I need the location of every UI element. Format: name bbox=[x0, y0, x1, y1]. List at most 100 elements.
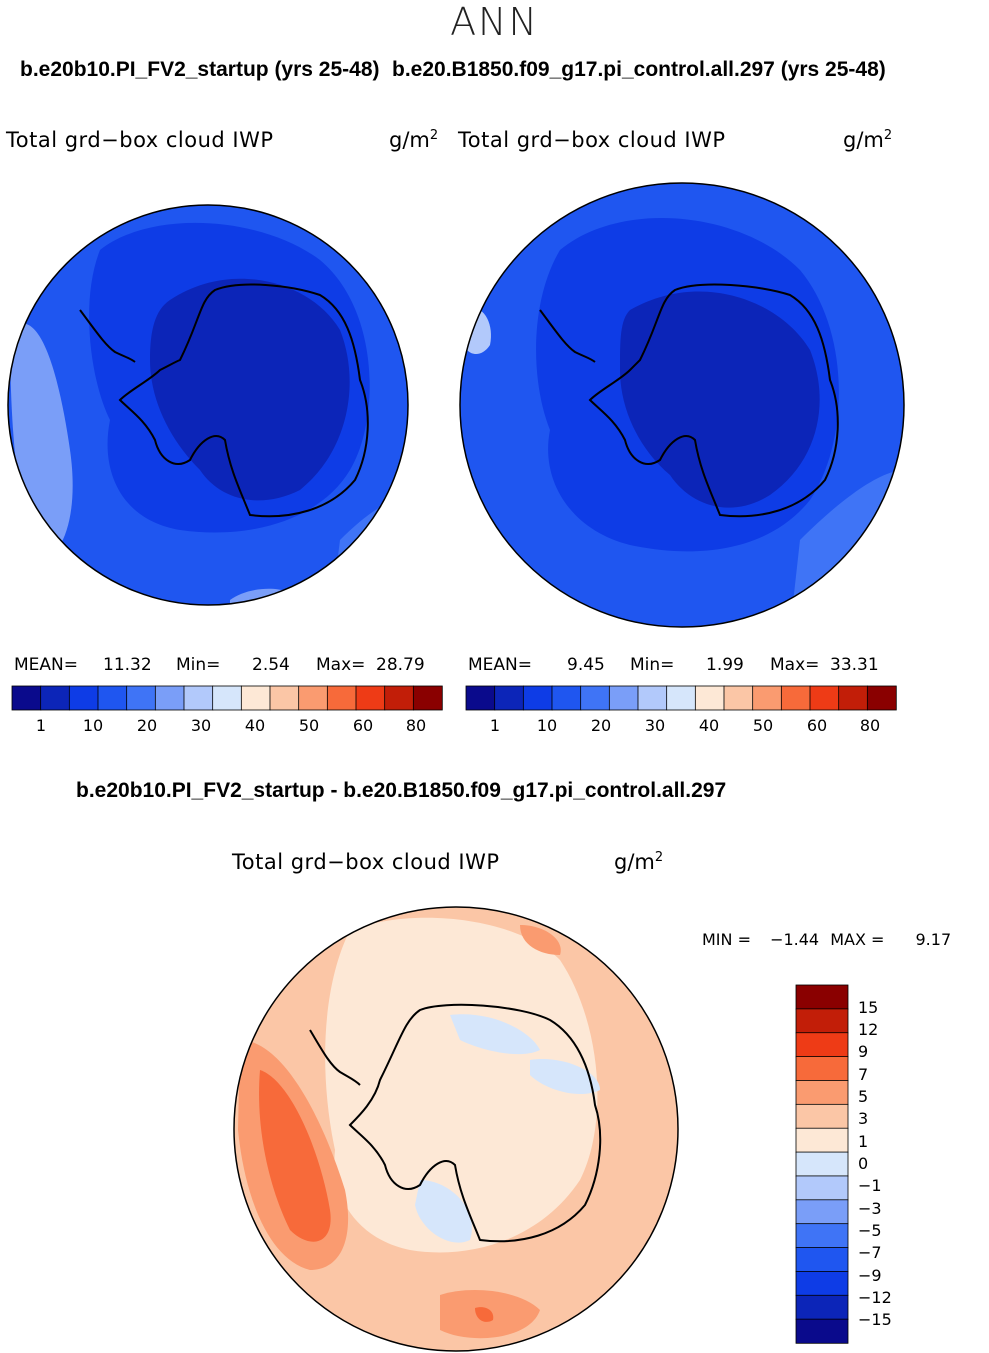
diff-ross-negative bbox=[415, 1180, 472, 1243]
right-colorbar-swatch bbox=[465, 685, 496, 711]
diff-cb-tick: 7 bbox=[858, 1065, 869, 1084]
right-panel-title: b.e20.B1850.f09_g17.pi_control.all.297 (… bbox=[392, 58, 886, 81]
diff-cb-tick: 1 bbox=[858, 1132, 869, 1151]
difference-colorbar-swatch bbox=[795, 1294, 849, 1320]
left-cb-tick: 80 bbox=[405, 716, 427, 735]
difference-colorbar-swatch bbox=[795, 1151, 849, 1177]
diff-east-negative-2 bbox=[530, 1059, 600, 1095]
difference-colorbar-swatch bbox=[795, 1056, 849, 1082]
difference-max-label: MAX = bbox=[830, 930, 885, 949]
left-cb-tick: 30 bbox=[190, 716, 212, 735]
right-colorbar-swatch bbox=[637, 685, 668, 711]
right-cb-tick: 50 bbox=[752, 716, 774, 735]
left-max-value: 28.79 bbox=[376, 655, 425, 675]
diff-east-negative bbox=[450, 1014, 540, 1055]
right-interior-core bbox=[620, 291, 820, 508]
left-colorbar-swatch bbox=[240, 685, 271, 711]
diff-cb-tick: 0 bbox=[858, 1154, 869, 1173]
right-cb-tick: 10 bbox=[536, 716, 558, 735]
left-cb-tick: 10 bbox=[82, 716, 104, 735]
diff-cb-tick: −12 bbox=[858, 1288, 892, 1307]
left-min-value: 2.54 bbox=[252, 655, 290, 675]
left-peninsula bbox=[79, 309, 136, 363]
left-colorbar bbox=[11, 685, 443, 711]
diff-cb-tick: −9 bbox=[858, 1266, 882, 1285]
left-variable-label: Total grd−box cloud IWP bbox=[6, 128, 274, 152]
left-colorbar-swatch bbox=[269, 685, 300, 711]
diff-indian-max bbox=[475, 1307, 494, 1322]
right-units-label: g/m2 bbox=[843, 128, 893, 152]
right-colorbar-swatch bbox=[809, 685, 840, 711]
right-colorbar-swatch bbox=[866, 685, 897, 711]
diff-cb-tick: 3 bbox=[858, 1109, 869, 1128]
difference-colorbar-swatch bbox=[795, 1247, 849, 1273]
right-colorbar-swatch bbox=[780, 685, 811, 711]
right-max-label: Max= bbox=[770, 655, 820, 675]
difference-colorbar-swatch bbox=[795, 1199, 849, 1225]
difference-colorbar-swatch bbox=[795, 1223, 849, 1249]
difference-colorbar-swatch bbox=[795, 1008, 849, 1034]
left-colorbar-swatch bbox=[326, 685, 357, 711]
right-colorbar-swatch bbox=[494, 685, 525, 711]
left-antarctica-coast bbox=[118, 283, 369, 518]
left-colorbar-ticks: 1 10 20 30 40 50 60 80 bbox=[12, 716, 442, 738]
right-colorbar-swatch bbox=[752, 685, 783, 711]
left-cb-tick: 50 bbox=[298, 716, 320, 735]
right-colorbar-swatch bbox=[694, 685, 725, 711]
difference-colorbar-swatch bbox=[795, 1103, 849, 1129]
difference-colorbar-swatch bbox=[795, 1270, 849, 1296]
right-peninsula bbox=[539, 309, 596, 363]
right-min-label: Min= bbox=[630, 655, 675, 675]
right-cb-tick: 20 bbox=[590, 716, 612, 735]
right-antarctica-coast bbox=[588, 283, 839, 518]
diff-antarctica-coast bbox=[348, 1003, 602, 1243]
right-colorbar bbox=[465, 685, 897, 711]
difference-title: b.e20b10.PI_FV2_startup - b.e20.B1850.f0… bbox=[76, 779, 727, 802]
right-max-value: 33.31 bbox=[830, 655, 879, 675]
diff-cb-tick: 9 bbox=[858, 1042, 869, 1061]
diff-interior-light bbox=[325, 917, 598, 1253]
diff-cb-tick: 12 bbox=[858, 1020, 879, 1039]
right-cb-tick: 30 bbox=[644, 716, 666, 735]
right-variable-label: Total grd−box cloud IWP bbox=[458, 128, 726, 152]
difference-colorbar bbox=[795, 984, 849, 1344]
difference-max-value: 9.17 bbox=[915, 930, 952, 949]
diff-cb-tick: −7 bbox=[858, 1243, 882, 1262]
diff-cb-tick: −3 bbox=[858, 1199, 882, 1218]
left-max-label: Max= bbox=[316, 655, 366, 675]
diff-ne-patch bbox=[520, 925, 561, 955]
diff-peninsula bbox=[309, 1029, 361, 1086]
difference-colorbar-ticks: 15 12 9 7 5 3 1 0 −1 −3 −5 −7 −9 −12 −15 bbox=[858, 998, 918, 1338]
right-colorbar-swatch bbox=[551, 685, 582, 711]
difference-stats: MIN = −1.44 MAX = 9.17 bbox=[702, 930, 951, 949]
right-cb-tick: 1 bbox=[489, 716, 501, 735]
left-colorbar-swatch bbox=[355, 685, 386, 711]
difference-colorbar-swatch bbox=[795, 1175, 849, 1201]
difference-units-label: g/m2 bbox=[614, 850, 664, 874]
difference-min-label: MIN = bbox=[702, 930, 751, 949]
left-cb-tick: 60 bbox=[352, 716, 374, 735]
difference-variable-label: Total grd−box cloud IWP bbox=[232, 850, 500, 874]
right-cb-tick: 40 bbox=[698, 716, 720, 735]
right-mean-value: 9.45 bbox=[567, 655, 605, 675]
right-colorbar-swatch bbox=[608, 685, 639, 711]
difference-min-value: −1.44 bbox=[770, 930, 820, 949]
difference-colorbar-swatch bbox=[795, 1032, 849, 1058]
left-cb-tick: 20 bbox=[136, 716, 158, 735]
right-colorbar-swatch bbox=[838, 685, 869, 711]
left-colorbar-swatch bbox=[68, 685, 99, 711]
right-colorbar-swatch bbox=[522, 685, 553, 711]
page-title: ANN bbox=[450, 0, 539, 44]
diff-cb-tick: −1 bbox=[858, 1176, 882, 1195]
left-mean-value: 11.32 bbox=[103, 655, 152, 675]
right-cb-tick: 60 bbox=[806, 716, 828, 735]
left-cb-tick: 40 bbox=[244, 716, 266, 735]
left-min-label: Min= bbox=[176, 655, 221, 675]
right-colorbar-ticks: 1 10 20 30 40 50 60 80 bbox=[466, 716, 896, 738]
diff-cb-tick: 15 bbox=[858, 998, 879, 1017]
diff-cb-tick: 5 bbox=[858, 1087, 869, 1106]
right-mean-label: MEAN= bbox=[468, 655, 532, 675]
